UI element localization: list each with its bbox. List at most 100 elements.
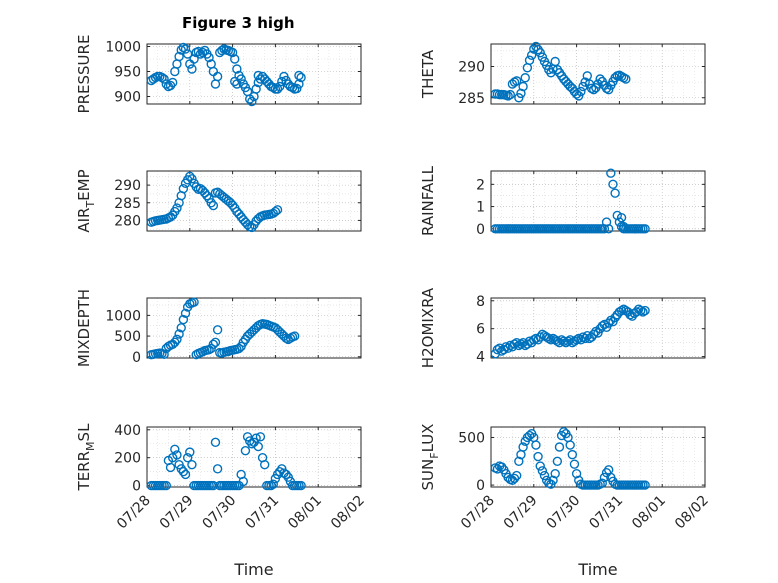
data-point xyxy=(178,183,189,194)
subplot-terr-msl: 0 200 400 TERRMSL 07/28 07/29 07/30 07/31 08/01 0… xyxy=(75,423,368,579)
data-point xyxy=(251,84,261,94)
y-tick-label: 500 xyxy=(114,329,141,345)
y-tick-label: 950 xyxy=(114,65,141,81)
data-point xyxy=(618,221,629,232)
data-point xyxy=(227,200,238,210)
data-point xyxy=(182,452,193,463)
x-axis-label: Time xyxy=(577,560,617,579)
subplot-theta: 285 290 THETA xyxy=(419,41,706,107)
data-point xyxy=(187,459,197,470)
subplot-rainfall: 0 1 2 RAINFALL xyxy=(419,165,706,238)
data-point xyxy=(296,72,306,83)
data-point xyxy=(161,79,171,89)
data-point xyxy=(174,329,184,339)
data-point xyxy=(537,52,548,62)
data-point xyxy=(187,174,197,184)
data-point xyxy=(537,466,548,476)
data-point xyxy=(212,464,223,474)
data-point xyxy=(505,89,515,100)
data-point xyxy=(268,479,278,489)
data-point xyxy=(238,337,249,347)
data-point xyxy=(636,305,646,316)
data-point xyxy=(618,73,629,83)
data-point xyxy=(193,46,204,57)
data-point xyxy=(640,224,650,234)
x-tick-label: 08/01 xyxy=(629,493,669,533)
data-point xyxy=(578,81,588,92)
data-point xyxy=(597,478,607,488)
data-point xyxy=(599,472,610,483)
data-point xyxy=(552,456,563,466)
data-point xyxy=(565,81,575,92)
data-point xyxy=(253,70,263,81)
data-point xyxy=(170,444,180,455)
y-axis-label: THETA xyxy=(419,49,437,99)
data-point xyxy=(270,206,281,217)
data-point xyxy=(159,349,169,359)
data-point xyxy=(559,336,569,346)
data-point xyxy=(208,200,219,211)
data-point xyxy=(522,63,533,73)
y-tick-label: 290 xyxy=(458,60,485,76)
subplot-pressure: 900 950 1000 PRESSURE xyxy=(75,35,362,114)
data-point xyxy=(178,42,189,53)
y-axis-label: RAINFALL xyxy=(419,165,437,236)
data-point xyxy=(638,307,648,317)
data-point xyxy=(565,335,575,345)
y-axis-label: AIRTEMP xyxy=(75,169,97,232)
figure-title: Figure 3 high xyxy=(182,14,295,32)
y-tick-label: 285 xyxy=(114,196,141,212)
y-tick-label: 4 xyxy=(476,350,485,366)
data-point xyxy=(563,336,573,346)
data-point xyxy=(178,314,189,325)
data-point xyxy=(509,77,520,87)
data-point xyxy=(234,343,244,354)
x-tick-label: 08/02 xyxy=(328,493,368,533)
data-point xyxy=(210,437,221,448)
data-point xyxy=(514,456,524,466)
axes-box xyxy=(490,43,706,105)
data-point xyxy=(281,469,291,480)
data-point xyxy=(238,476,249,487)
data-point xyxy=(202,191,212,201)
data-point xyxy=(185,171,195,181)
data-point xyxy=(606,168,616,178)
y-axis-label: TERRMSL xyxy=(75,423,97,492)
data-point xyxy=(574,333,584,344)
data-point xyxy=(524,55,535,65)
data-point xyxy=(604,84,614,95)
y-tick-label: 285 xyxy=(458,91,485,107)
y-tick-label: 1000 xyxy=(105,308,141,324)
subplot-sun-flux: 0 500 SUNFLUX 07/28 07/29 07/30 07/31 08/01 08/0… xyxy=(419,424,712,579)
data-point xyxy=(604,224,614,234)
data-point xyxy=(524,430,535,441)
x-tick-label: 07/30 xyxy=(200,493,240,533)
data-point xyxy=(576,86,586,97)
data-point xyxy=(174,51,184,62)
data-point xyxy=(189,54,199,64)
x-tick-label: 07/31 xyxy=(242,493,282,533)
axes-box xyxy=(490,297,706,359)
data-point xyxy=(212,71,223,82)
data-point xyxy=(640,480,650,490)
data-point xyxy=(516,339,526,349)
data-point xyxy=(589,329,599,339)
y-axis-label: PRESSURE xyxy=(75,35,93,114)
data-point xyxy=(178,466,189,477)
data-point xyxy=(509,473,520,484)
data-point xyxy=(550,56,560,67)
data-point xyxy=(277,76,287,87)
data-point xyxy=(501,342,511,352)
y-tick-label: 8 xyxy=(476,294,485,310)
data-point xyxy=(616,305,627,316)
subplot-h2omixra: 4 6 8 H2OMIXRA xyxy=(419,287,706,368)
data-point xyxy=(574,91,584,101)
data-point xyxy=(182,49,193,59)
data-point xyxy=(518,442,528,452)
data-point xyxy=(608,179,618,190)
axes-box xyxy=(146,297,362,359)
data-point xyxy=(212,325,223,335)
data-point xyxy=(289,331,300,341)
data-point xyxy=(185,59,195,69)
data-point xyxy=(497,462,507,472)
